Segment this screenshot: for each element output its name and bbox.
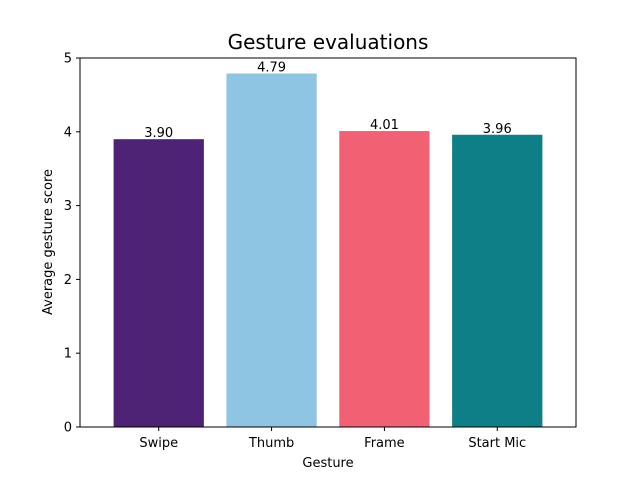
bar-frame — [339, 131, 430, 427]
plot-frame — [79, 57, 577, 428]
y-tick-label: 3 — [64, 199, 72, 214]
x-tick-label: Frame — [364, 436, 405, 451]
x-tick-label: Start Mic — [468, 436, 526, 451]
value-label: 3.90 — [144, 126, 173, 141]
x-axis: Swipe Thumb Frame Start Mic — [139, 427, 526, 451]
bar-swipe — [113, 139, 204, 427]
value-label: 3.96 — [483, 122, 512, 137]
x-tick-label: Thumb — [248, 436, 294, 451]
bar-thumb — [226, 73, 317, 427]
x-axis-label: Gesture — [302, 456, 353, 471]
x-tick-label: Swipe — [139, 436, 178, 451]
bar-start-mic — [452, 134, 543, 427]
y-tick-label: 2 — [64, 273, 72, 288]
value-label: 4.01 — [370, 118, 399, 133]
bars-layer — [113, 73, 543, 427]
y-tick-label: 5 — [64, 52, 72, 67]
y-tick-label: 0 — [64, 421, 72, 436]
value-labels-layer: 3.90 4.79 4.01 3.96 — [144, 61, 511, 142]
chart-title: Gesture evaluations — [228, 30, 429, 54]
y-tick-label: 1 — [64, 347, 72, 362]
value-label: 4.79 — [257, 61, 286, 76]
y-axis-label: Average gesture score — [41, 169, 56, 315]
y-tick-label: 4 — [64, 125, 72, 140]
y-axis: 0 1 2 3 4 5 — [64, 52, 80, 436]
